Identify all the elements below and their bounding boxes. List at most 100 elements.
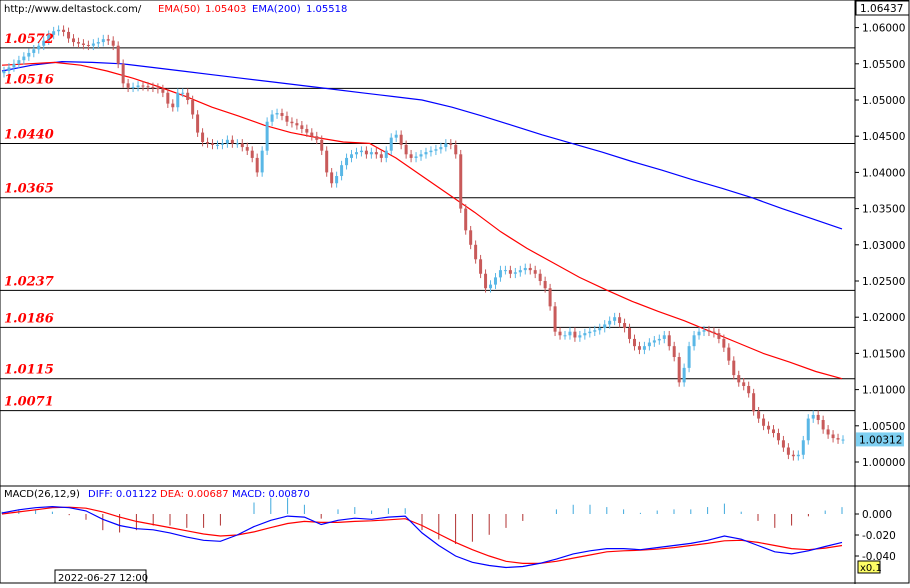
candle-body <box>444 143 448 148</box>
candle-body <box>429 150 433 153</box>
candle-body <box>171 103 175 108</box>
candle-body <box>215 144 219 146</box>
candle-body <box>558 331 562 336</box>
candle-body <box>707 330 711 332</box>
candle-body <box>52 31 56 35</box>
candle-body <box>722 338 726 348</box>
price-tick-label: 1.03000 <box>862 240 905 252</box>
candle-body <box>652 340 656 343</box>
candle-body <box>771 429 775 434</box>
candle-body <box>315 136 319 140</box>
candle-body <box>379 154 383 158</box>
candle-body <box>101 39 105 43</box>
candle-body <box>81 43 85 45</box>
candle-body <box>801 440 805 455</box>
candle-body <box>260 150 264 173</box>
candle-body <box>836 438 840 440</box>
candle-body <box>489 284 493 289</box>
candle-body <box>697 331 701 336</box>
candle-body <box>484 273 488 289</box>
candle-body <box>692 335 696 347</box>
candle-body <box>76 42 80 44</box>
candle-body <box>320 139 324 151</box>
candle-body <box>300 125 304 129</box>
candle-body <box>91 43 95 46</box>
candle-body <box>543 281 547 289</box>
level-label: 1.0440 <box>4 127 54 142</box>
candle-body <box>176 92 180 108</box>
candle-body <box>523 267 527 271</box>
candle-body <box>181 92 185 94</box>
price-tick-label: 1.01000 <box>862 385 905 397</box>
price-tick-label: 1.01500 <box>862 348 905 360</box>
candle-body <box>623 322 627 329</box>
candle-body <box>603 324 607 329</box>
level-label: 1.0572 <box>4 32 54 47</box>
candle-body <box>67 31 71 39</box>
candle-body <box>136 85 140 87</box>
candle-body <box>662 335 666 339</box>
level-label: 1.0186 <box>4 311 54 326</box>
candle-body <box>42 40 46 46</box>
level-label: 1.0516 <box>4 72 54 87</box>
candle-body <box>454 144 458 155</box>
level-label: 1.0365 <box>4 182 54 197</box>
candle-body <box>528 267 532 271</box>
level-label: 1.0115 <box>4 363 54 378</box>
candle-body <box>399 134 403 145</box>
candle-body <box>350 154 354 158</box>
candle-body <box>419 154 423 157</box>
candle-body <box>548 288 552 307</box>
candle-body <box>325 150 329 173</box>
candle-body <box>409 154 413 158</box>
candle-body <box>776 433 780 441</box>
candle-body <box>2 71 6 74</box>
candle-body <box>166 92 170 104</box>
candle-body <box>310 132 314 137</box>
candle-body <box>106 39 110 41</box>
top-value: 1.06437 <box>860 3 903 15</box>
candle-body <box>469 230 473 245</box>
candle-body <box>479 259 483 274</box>
candle-body <box>22 56 26 61</box>
candle-body <box>637 346 641 350</box>
candle-body <box>821 420 825 430</box>
candle-body <box>757 411 761 419</box>
candle-body <box>598 328 602 331</box>
candle-body <box>682 367 686 383</box>
candle-body <box>657 338 661 341</box>
candle-body <box>225 139 229 144</box>
ema50-value: 1.05403 <box>205 4 246 15</box>
candle-body <box>498 270 502 278</box>
candle-body <box>647 342 651 347</box>
candle-body <box>186 92 190 100</box>
candle-body <box>786 447 790 455</box>
ema200-line <box>1 60 843 230</box>
macd-dea-line <box>1 506 843 565</box>
macd-lines <box>1 505 843 569</box>
candle-body <box>131 86 135 88</box>
candle-body <box>781 440 785 448</box>
candle-body <box>831 434 835 439</box>
price-tick-label: 1.04500 <box>862 131 905 143</box>
candle-body <box>583 333 587 336</box>
candle-body <box>255 157 259 173</box>
candle-body <box>791 454 795 457</box>
candle-body <box>201 132 205 142</box>
candle-body <box>141 85 145 87</box>
candle-body <box>687 346 691 368</box>
price-axis: 1.06000 1.05500 1.05000 1.04500 1.04000 1.035… <box>855 23 905 469</box>
candle-body <box>12 63 16 68</box>
candle-body <box>354 152 358 155</box>
candle-body <box>340 165 344 177</box>
date-label: 2022-06-27 12:00 <box>58 573 148 584</box>
candle-body <box>672 346 676 358</box>
candle-body <box>96 42 100 44</box>
candle-body <box>17 60 21 64</box>
candle-body <box>632 338 636 347</box>
candle-body <box>245 147 249 151</box>
candle-body <box>747 385 751 394</box>
zoom-badge[interactable] <box>857 560 881 574</box>
